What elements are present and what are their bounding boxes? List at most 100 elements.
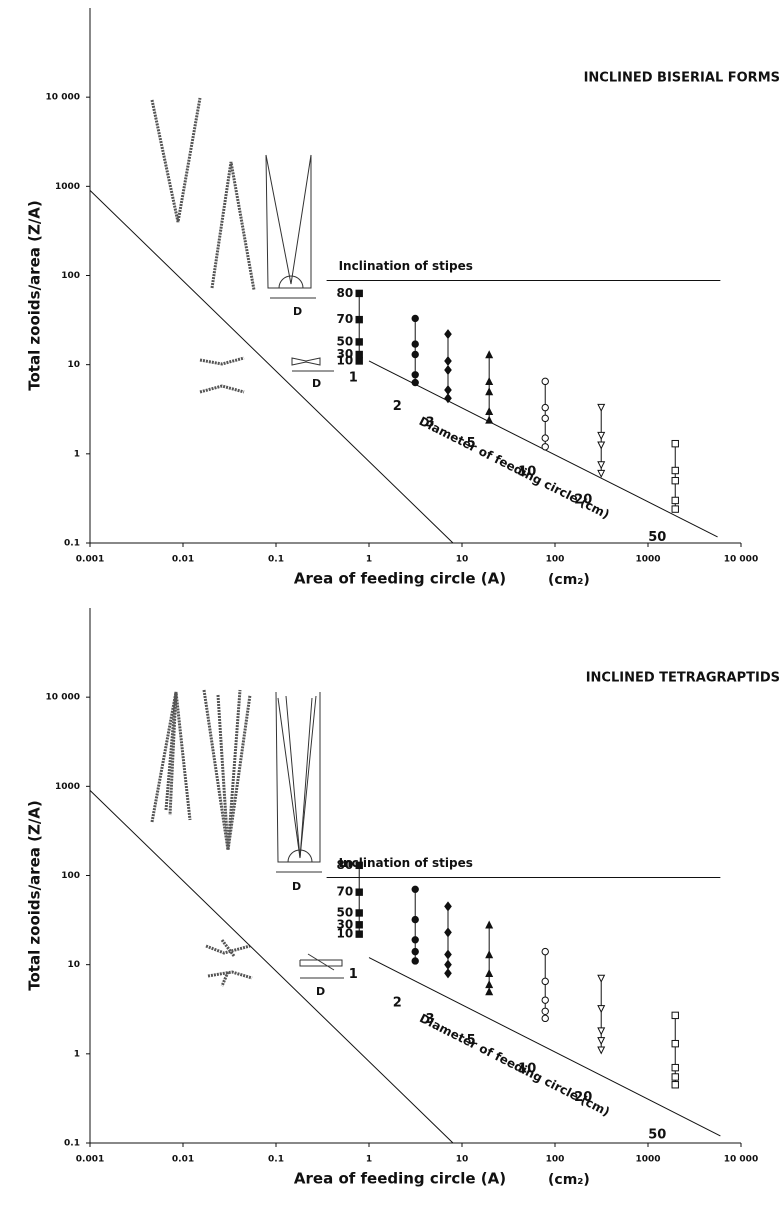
data-point (541, 1007, 549, 1015)
y-tick-label: 10 000 (46, 693, 80, 703)
sketch (220, 939, 236, 957)
x-tick-label: 10 000 (724, 555, 758, 565)
sketch-label: D (312, 377, 321, 390)
data-point (444, 968, 452, 979)
data-point (671, 466, 679, 475)
data-point (444, 393, 452, 404)
sketch (216, 694, 252, 851)
reference-line (89, 190, 454, 544)
data-point (355, 909, 363, 917)
x-tick-label: 0.1 (268, 555, 284, 565)
data-point (411, 350, 419, 359)
sketch (205, 944, 251, 955)
inclination-value: 30 (337, 917, 354, 931)
data-point (671, 1011, 679, 1020)
y-tick-label: 10 (67, 360, 80, 370)
data-point (355, 350, 363, 359)
data-point (671, 1039, 679, 1048)
data-point (597, 403, 606, 412)
data-point (444, 901, 452, 912)
data-point (671, 476, 679, 485)
y-tick-label: 0.1 (64, 539, 80, 549)
x-tick-label: 0.01 (172, 1155, 194, 1165)
inclination-value: 50 (337, 905, 354, 919)
series-label: 10 (518, 1062, 536, 1077)
chart-panel: D D 0.001 0.01 0.1 1 10 100 1000 10 000 0.1 1 10 10… (26, 608, 780, 1188)
data-point (597, 1046, 606, 1055)
x-tick-label: 0.001 (76, 555, 104, 565)
data-point (597, 469, 606, 478)
sketch-label: D (292, 880, 301, 893)
y-tick-label: 0.1 (64, 1139, 80, 1149)
x-tick-label: 1000 (635, 1155, 660, 1165)
x-axis-label: Area of feeding circle (A) (294, 1170, 506, 1188)
sketch (207, 970, 253, 980)
x-tick-label: 0.001 (76, 1155, 104, 1165)
reference-line (89, 790, 454, 1144)
sketch (150, 97, 202, 223)
x-tick-label: 1 (366, 555, 372, 565)
data-point (411, 947, 419, 956)
data-point (485, 406, 494, 415)
y-tick-label: 100 (61, 271, 80, 281)
data-point (444, 355, 452, 367)
series-label: 2 (393, 996, 402, 1011)
sketch (220, 971, 230, 987)
data-point (355, 930, 363, 938)
series-label: 5 (467, 436, 476, 451)
x-axis-unit: (cm₂) (548, 1172, 590, 1188)
data-point (355, 888, 363, 896)
inclination-value: 50 (337, 334, 354, 348)
chart-title: INCLINED TETRAGRAPTIDS (586, 671, 780, 686)
sketch (285, 695, 313, 859)
inclination-value: 80 (337, 286, 354, 300)
data-point (444, 949, 452, 960)
data-point (671, 1081, 679, 1089)
data-point (411, 915, 419, 924)
data-point (541, 947, 549, 956)
data-point (597, 1005, 606, 1014)
data-point (541, 414, 549, 423)
data-point (597, 431, 606, 440)
data-point (541, 377, 549, 386)
data-point (411, 885, 419, 894)
data-point (355, 338, 363, 346)
sketch (164, 691, 192, 821)
series-label: 1 (349, 371, 358, 386)
series-label: 20 (574, 1090, 592, 1105)
x-axis-label: Area of feeding circle (A) (294, 570, 506, 588)
y-axis-label: Total zooids/area (Z/A) (26, 200, 44, 391)
sketch (265, 154, 312, 285)
series-label: 10 (518, 464, 536, 479)
chart-title: INCLINED BISERIAL FORMS (584, 71, 780, 86)
sketches: D D (150, 689, 344, 998)
sketch-label: D (293, 305, 302, 318)
data-point (411, 957, 419, 965)
sketch (275, 691, 321, 863)
sketches: D D (150, 97, 334, 394)
data-point (411, 314, 419, 323)
data-point (485, 968, 494, 978)
data-point (411, 378, 419, 387)
data-point (597, 441, 606, 450)
x-tick-label: 100 (546, 1155, 565, 1165)
y-tick-label: 100 (61, 871, 80, 881)
data-point (485, 987, 494, 996)
inclination-label: Inclination of stipes (339, 259, 473, 273)
data-point (671, 496, 679, 505)
x-tick-label: 0.01 (172, 555, 194, 565)
inclination-value: 80 (337, 858, 354, 872)
data-point (541, 977, 549, 986)
series-label: 3 (425, 1012, 434, 1027)
data-point (541, 443, 549, 451)
x-tick-label: 1 (366, 1155, 372, 1165)
sketch-label: D (316, 985, 325, 998)
data-point (444, 329, 452, 340)
series-label: 3 (425, 415, 434, 430)
data-point (485, 920, 494, 929)
x-tick-label: 100 (546, 555, 565, 565)
y-tick-label: 1 (74, 1049, 80, 1059)
data-point (671, 1063, 679, 1072)
data-point (541, 403, 549, 412)
y-tick-label: 1000 (55, 182, 80, 192)
